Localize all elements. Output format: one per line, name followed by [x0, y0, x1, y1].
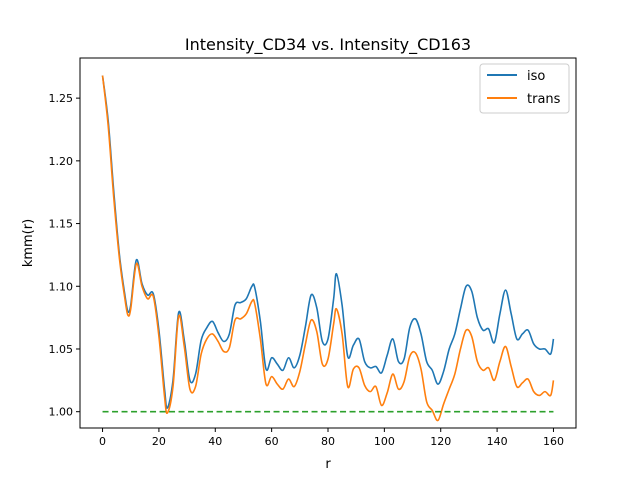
series-line-iso — [101, 75, 555, 409]
series-layer — [101, 75, 555, 422]
chart-title: Intensity_CD34 vs. Intensity_CD163 — [185, 35, 471, 55]
y-tick-label-1.00: 1.00 — [49, 406, 74, 419]
x-axis-label: r — [325, 457, 331, 472]
y-tick-label-1.25: 1.25 — [49, 92, 74, 105]
x-tick-label-40: 40 — [208, 435, 222, 448]
x-tick-label-100: 100 — [374, 435, 395, 448]
y-tick-label-1.15: 1.15 — [49, 218, 74, 231]
series-line-trans — [101, 75, 555, 422]
x-tick-label-20: 20 — [152, 435, 166, 448]
x-tick-label-140: 140 — [487, 435, 508, 448]
x-tick-label-120: 120 — [430, 435, 451, 448]
y-tick-label-1.10: 1.10 — [49, 280, 74, 293]
legend: iso trans — [479, 63, 570, 114]
x-tick-label-80: 80 — [321, 435, 335, 448]
legend-label-iso: iso — [527, 69, 545, 84]
legend-label-trans: trans — [527, 92, 561, 107]
axes-layer: 0 20 40 60 80 100 120 140 160 1.00 1.05 1.10 1.15 1.2… — [49, 57, 577, 448]
x-tick-label-160: 160 — [543, 435, 564, 448]
legend-box — [479, 63, 570, 114]
y-tick-label-1.20: 1.20 — [49, 155, 74, 168]
x-tick-label-60: 60 — [265, 435, 279, 448]
x-tick-label-0: 0 — [99, 435, 106, 448]
y-tick-label-1.05: 1.05 — [49, 343, 74, 356]
y-axis-label: kmm(r) — [21, 219, 36, 267]
